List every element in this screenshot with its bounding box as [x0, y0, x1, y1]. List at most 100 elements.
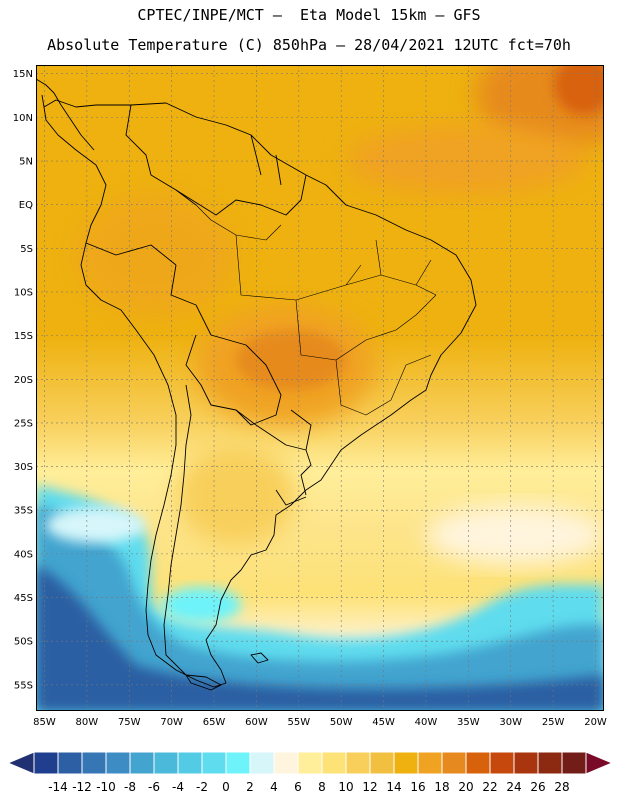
- border-chile-argentina: [163, 384, 192, 676]
- colorbar-swatch: [225, 751, 251, 775]
- lat-tick-label: 55S: [14, 680, 33, 691]
- colorbar-swatch: [297, 751, 323, 775]
- colorbar-boxes: [6, 751, 614, 775]
- colorbar-swatch: [177, 751, 203, 775]
- falkland-islands: [250, 652, 269, 664]
- temperature-field: [36, 65, 604, 711]
- colorbar-swatch: [57, 751, 83, 775]
- colorbar-label: 4: [270, 780, 278, 794]
- colorbar-label: 2: [246, 780, 254, 794]
- colorbar-swatch: [201, 751, 227, 775]
- colorbar-swatch: [33, 751, 59, 775]
- lat-tick-label: 15S: [14, 331, 33, 342]
- colorbar-swatch: [561, 751, 587, 775]
- colorbar-swatch: [249, 751, 275, 775]
- colorbar-label: 8: [318, 780, 326, 794]
- colorbar-label: 16: [410, 780, 425, 794]
- colorbar-swatch: [441, 751, 467, 775]
- border-colombia-peru: [85, 242, 177, 266]
- lon-tick-label: 70W: [160, 717, 183, 728]
- lat-tick-label: 50S: [14, 637, 33, 648]
- colorbar-swatch: [465, 751, 491, 775]
- lat-tick-label: 25S: [14, 418, 33, 429]
- field-hot-ne: [554, 65, 604, 115]
- colorbar-label: 28: [554, 780, 569, 794]
- lon-tick-label: 35W: [457, 717, 480, 728]
- colorbar-arrow-left: [6, 751, 35, 775]
- colorbar-swatch: [417, 751, 443, 775]
- lon-tick-label: 55W: [287, 717, 310, 728]
- border-brazil-north: [175, 189, 302, 216]
- lon-tick-label: 75W: [118, 717, 141, 728]
- colorbar-label: 18: [434, 780, 449, 794]
- colorbar-label: 10: [338, 780, 353, 794]
- lon-tick-label: 25W: [542, 717, 565, 728]
- temperature-map-svg: [36, 65, 604, 711]
- border-guianas: [250, 134, 307, 201]
- colorbar-swatch: [321, 751, 347, 775]
- border-bolivia: [185, 334, 282, 426]
- lat-tick-label: 45S: [14, 593, 33, 604]
- colorbar-label: 12: [362, 780, 377, 794]
- central-america-coastline: [36, 78, 95, 151]
- colorbar-swatch: [81, 751, 107, 775]
- field-pacific-pale: [46, 507, 146, 543]
- field-colder: [36, 505, 604, 711]
- colorbar-label: 26: [530, 780, 545, 794]
- temperature-map: [36, 65, 604, 711]
- lon-tick-label: 65W: [203, 717, 226, 728]
- lat-tick-label: 5N: [19, 157, 33, 168]
- field-pale-atlantic: [426, 505, 604, 565]
- colorbar-label: 20: [458, 780, 473, 794]
- colorbar-swatch: [537, 751, 563, 775]
- lat-tick-label: 10N: [13, 113, 33, 124]
- south-america-coastline: [43, 99, 477, 688]
- colorbar-swatch: [153, 751, 179, 775]
- colorbar-label: 24: [506, 780, 521, 794]
- colorbar-label: -6: [148, 780, 160, 794]
- colorbar-label: 14: [386, 780, 401, 794]
- colorbar-swatch: [489, 751, 515, 775]
- colorbar-label: -12: [72, 780, 92, 794]
- lat-tick-label: 30S: [14, 462, 33, 473]
- colorbar-label: -4: [172, 780, 184, 794]
- colorbar-swatch: [273, 751, 299, 775]
- brazil-states: [195, 204, 437, 416]
- tierra-del-fuego: [185, 674, 222, 691]
- colorbar-swatch: [345, 751, 371, 775]
- colorbar-swatch: [513, 751, 539, 775]
- lon-tick-label: 85W: [33, 717, 56, 728]
- field-patagonia-cyan: [161, 587, 241, 623]
- lat-tick-label: 35S: [14, 506, 33, 517]
- lat-tick-label: 20S: [14, 375, 33, 386]
- chart-title-line-1: CPTEC/INPE/MCT – Eta Model 15km – GFS: [137, 6, 481, 24]
- colorbar-label: -14: [48, 780, 68, 794]
- lon-tick-label: 50W: [330, 717, 353, 728]
- border-uruguay: [275, 489, 307, 506]
- latitude-labels: 15N 10N 5N EQ 5S 10S 15S 20S 25S 30S 35S 40S 45S 50S 5…: [13, 69, 33, 691]
- colorbar-arrow-right: [585, 751, 614, 775]
- chart-title-line-2: Absolute Temperature (C) 850hPa – 28/04/…: [47, 36, 571, 54]
- colorbar-swatch: [393, 751, 419, 775]
- colorbar-label: 22: [482, 780, 497, 794]
- lat-tick-label: 40S: [14, 549, 33, 560]
- lon-tick-label: 60W: [245, 717, 268, 728]
- lat-tick-label: 10S: [14, 287, 33, 298]
- colorbar-swatch: [369, 751, 395, 775]
- lat-tick-label: 5S: [20, 244, 33, 255]
- colorbar-swatch: [105, 751, 131, 775]
- colorbar-label: -2: [196, 780, 208, 794]
- coastlines-and-borders: [36, 78, 477, 691]
- lat-tick-label: EQ: [19, 200, 33, 211]
- colorbar-labels: -14 -12 -10 -8 -6 -4 -2 0 2 4 6 8 10 12 14 16 18 20 22 24 26…: [48, 780, 569, 794]
- field-argentina-warm: [176, 445, 296, 545]
- border-paraguay: [235, 409, 312, 451]
- lon-tick-label: 45W: [372, 717, 395, 728]
- lon-tick-label: 80W: [76, 717, 99, 728]
- colorbar-label: 6: [294, 780, 302, 794]
- colorbar-label: -8: [124, 780, 136, 794]
- axis-labels: 15N 10N 5N EQ 5S 10S 15S 20S 25S 30S 35S 40S 45S 50S 5…: [13, 69, 607, 728]
- border-argentina-brazil: [300, 449, 312, 496]
- field-coldest: [36, 565, 604, 711]
- border-peru-brazil: [170, 264, 247, 346]
